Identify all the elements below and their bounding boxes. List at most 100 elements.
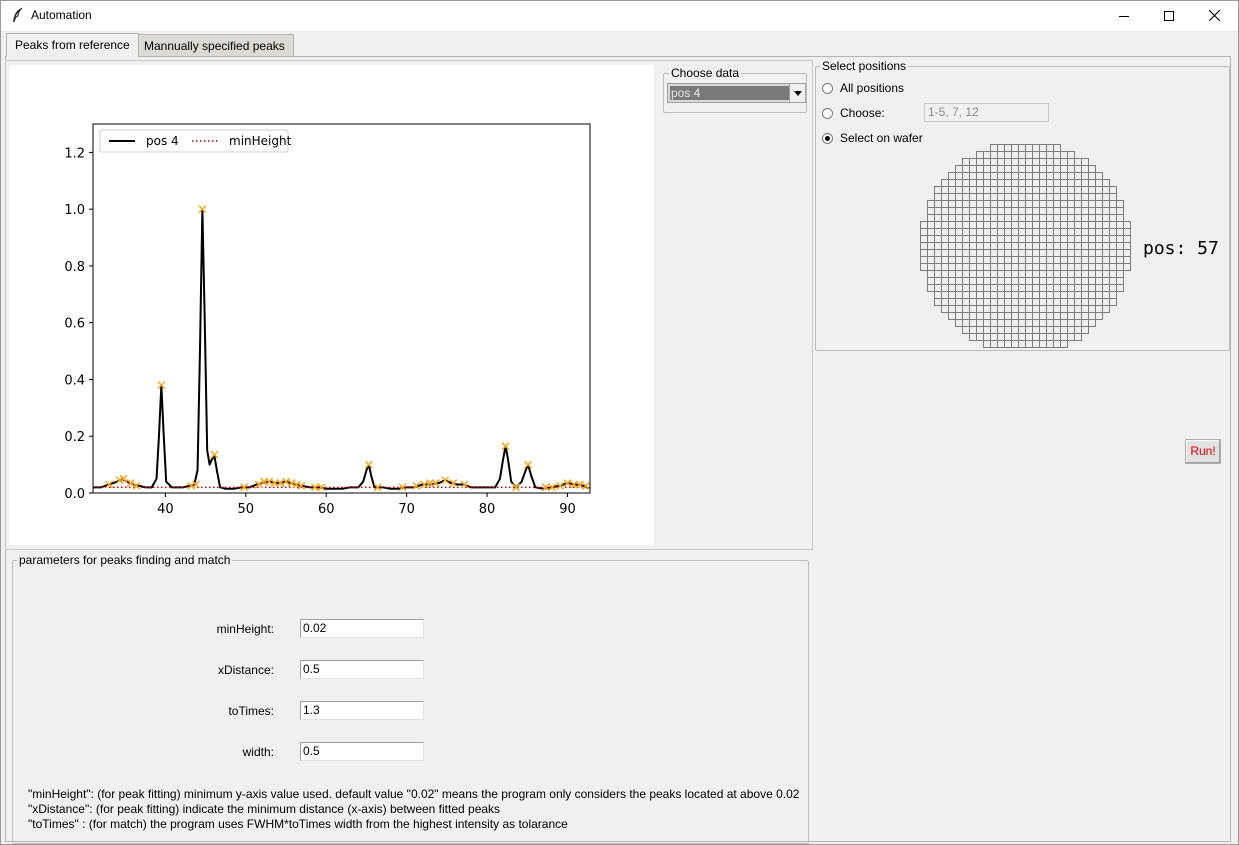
wafer-cell[interactable] <box>948 256 956 264</box>
radio-button-checked[interactable] <box>822 132 833 144</box>
wafer-cell[interactable] <box>962 319 970 327</box>
wafer-cell[interactable] <box>1018 158 1026 166</box>
wafer-cell[interactable] <box>1081 186 1089 194</box>
wafer-cell[interactable] <box>1039 277 1047 285</box>
wafer-cell[interactable] <box>990 242 998 250</box>
wafer-cell[interactable] <box>1067 284 1075 292</box>
wafer-cell[interactable] <box>1039 172 1047 180</box>
wafer-cell[interactable] <box>997 186 1005 194</box>
wafer-cell[interactable] <box>1095 235 1103 243</box>
wafer-cell[interactable] <box>983 179 991 187</box>
wafer-cell[interactable] <box>969 221 977 229</box>
wafer-cell[interactable] <box>1067 179 1075 187</box>
wafer-cell[interactable] <box>1074 179 1082 187</box>
wafer-cell[interactable] <box>976 151 984 159</box>
wafer-cell[interactable] <box>983 221 991 229</box>
wafer-cell[interactable] <box>934 193 942 201</box>
wafer-cell[interactable] <box>1053 228 1061 236</box>
wafer-cell[interactable] <box>927 263 935 271</box>
wafer-cell[interactable] <box>1018 305 1026 313</box>
wafer-cell[interactable] <box>1032 193 1040 201</box>
wafer-cell[interactable] <box>1018 172 1026 180</box>
to-times-input[interactable]: 1.3 <box>300 701 424 720</box>
wafer-cell[interactable] <box>1053 193 1061 201</box>
wafer-cell[interactable] <box>1032 291 1040 299</box>
wafer-cell[interactable] <box>969 165 977 173</box>
wafer-cell[interactable] <box>1039 326 1047 334</box>
wafer-cell[interactable] <box>1011 228 1019 236</box>
wafer-cell[interactable] <box>990 249 998 257</box>
wafer-cell[interactable] <box>1046 144 1054 152</box>
wafer-cell[interactable] <box>1011 340 1019 348</box>
wafer-cell[interactable] <box>1081 291 1089 299</box>
wafer-cell[interactable] <box>976 291 984 299</box>
radio-all-positions[interactable]: All positions <box>822 80 904 96</box>
wafer-cell[interactable] <box>1032 172 1040 180</box>
wafer-cell[interactable] <box>948 221 956 229</box>
wafer-cell[interactable] <box>1067 305 1075 313</box>
wafer-cell[interactable] <box>969 277 977 285</box>
wafer-cell[interactable] <box>1053 284 1061 292</box>
wafer-cell[interactable] <box>1095 193 1103 201</box>
wafer-cell[interactable] <box>927 228 935 236</box>
wafer-cell[interactable] <box>1032 207 1040 215</box>
wafer-cell[interactable] <box>962 249 970 257</box>
wafer-cell[interactable] <box>1011 193 1019 201</box>
wafer-cell[interactable] <box>976 319 984 327</box>
wafer-cell[interactable] <box>1081 214 1089 222</box>
wafer-cell[interactable] <box>1025 263 1033 271</box>
wafer-cell[interactable] <box>1046 298 1054 306</box>
wafer-cell[interactable] <box>976 214 984 222</box>
wafer-cell[interactable] <box>1004 200 1012 208</box>
wafer-cell[interactable] <box>1032 221 1040 229</box>
wafer-cell[interactable] <box>962 186 970 194</box>
wafer-cell[interactable] <box>969 256 977 264</box>
wafer-cell[interactable] <box>1046 326 1054 334</box>
wafer-cell[interactable] <box>1067 263 1075 271</box>
wafer-cell[interactable] <box>948 172 956 180</box>
wafer-cell[interactable] <box>1109 256 1117 264</box>
wafer-cell[interactable] <box>983 228 991 236</box>
wafer-cell[interactable] <box>1011 305 1019 313</box>
wafer-cell[interactable] <box>997 151 1005 159</box>
wafer-cell[interactable] <box>1018 291 1026 299</box>
wafer-cell[interactable] <box>1081 158 1089 166</box>
wafer-cell[interactable] <box>1074 298 1082 306</box>
wafer-cell[interactable] <box>1081 200 1089 208</box>
wafer-cell[interactable] <box>1116 270 1124 278</box>
wafer-cell[interactable] <box>1074 158 1082 166</box>
wafer-cell[interactable] <box>1032 256 1040 264</box>
wafer-cell[interactable] <box>1116 249 1124 257</box>
wafer-cell[interactable] <box>1109 270 1117 278</box>
tab-peaks-from-reference[interactable]: Peaks from reference <box>6 33 139 57</box>
wafer-cell[interactable] <box>1081 312 1089 320</box>
wafer-cell[interactable] <box>990 151 998 159</box>
wafer-cell[interactable] <box>1123 221 1131 229</box>
wafer-cell[interactable] <box>1018 277 1026 285</box>
wafer-cell[interactable] <box>976 249 984 257</box>
wafer-cell[interactable] <box>1074 186 1082 194</box>
wafer-cell[interactable] <box>1011 151 1019 159</box>
wafer-cell[interactable] <box>997 263 1005 271</box>
wafer-cell[interactable] <box>997 298 1005 306</box>
wafer-cell[interactable] <box>983 151 991 159</box>
wafer-cell[interactable] <box>1039 214 1047 222</box>
wafer-cell[interactable] <box>969 284 977 292</box>
wafer-cell[interactable] <box>1060 277 1068 285</box>
wafer-cell[interactable] <box>1046 186 1054 194</box>
wafer-cell[interactable] <box>976 256 984 264</box>
wafer-cell[interactable] <box>1018 165 1026 173</box>
wafer-cell[interactable] <box>1046 305 1054 313</box>
wafer-cell[interactable] <box>1095 291 1103 299</box>
wafer-cell[interactable] <box>1067 172 1075 180</box>
wafer-cell[interactable] <box>1074 221 1082 229</box>
wafer-cell[interactable] <box>1116 263 1124 271</box>
wafer-cell[interactable] <box>1039 165 1047 173</box>
wafer-cell[interactable] <box>948 214 956 222</box>
wafer-cell[interactable] <box>927 221 935 229</box>
wafer-cell[interactable] <box>1025 305 1033 313</box>
wafer-cell[interactable] <box>1039 298 1047 306</box>
wafer-cell[interactable] <box>1004 186 1012 194</box>
wafer-cell[interactable] <box>1074 256 1082 264</box>
wafer-cell[interactable] <box>941 207 949 215</box>
